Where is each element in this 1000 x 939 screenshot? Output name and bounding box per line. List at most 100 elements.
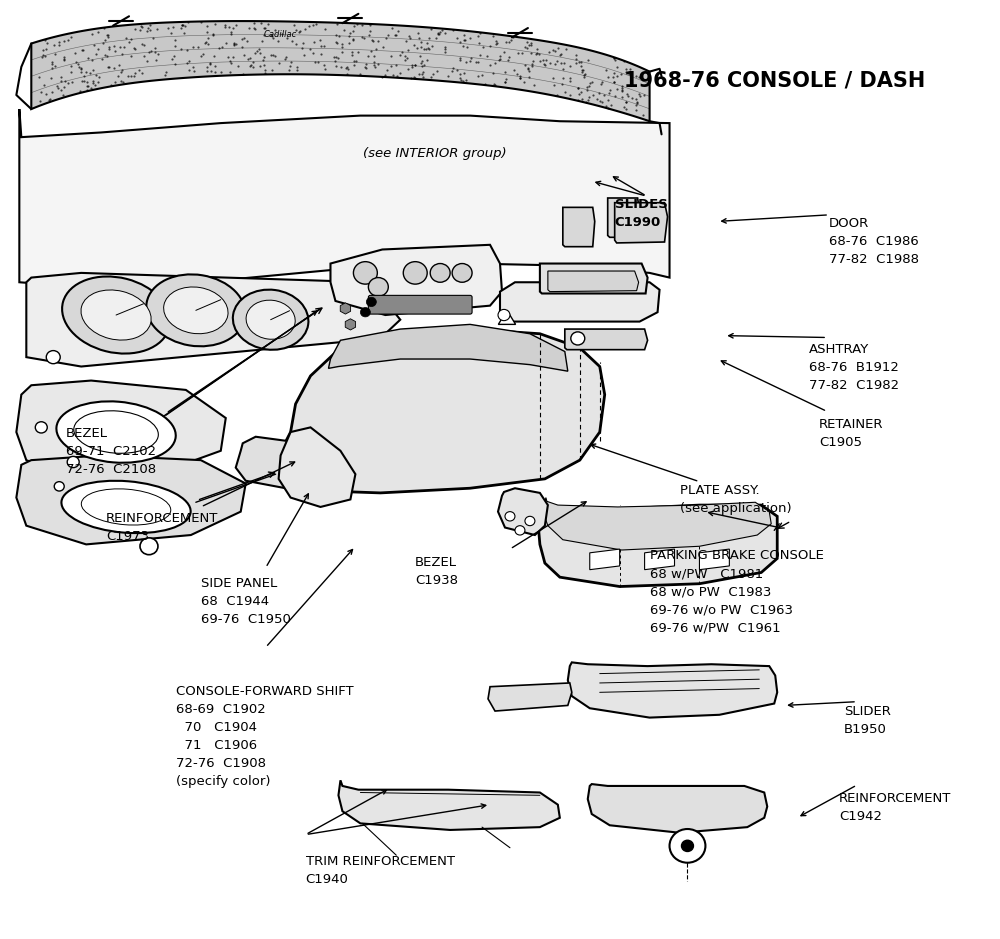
Point <box>468 54 484 69</box>
Point <box>399 51 415 66</box>
Point <box>47 59 63 74</box>
Point <box>581 79 597 94</box>
Text: ASHTRAY
68-76  B1912
77-82  C1982: ASHTRAY 68-76 B1912 77-82 C1982 <box>809 343 899 393</box>
Point <box>106 60 122 75</box>
Point <box>458 54 474 69</box>
Circle shape <box>498 310 510 320</box>
Point <box>380 28 396 43</box>
Point <box>370 34 386 49</box>
Polygon shape <box>279 427 355 507</box>
Point <box>329 36 345 51</box>
Point <box>404 57 420 72</box>
Point <box>510 45 526 60</box>
Point <box>158 65 174 80</box>
Point <box>516 74 532 89</box>
Point <box>142 18 158 33</box>
Point <box>37 33 53 48</box>
Point <box>44 56 60 71</box>
Polygon shape <box>590 549 620 570</box>
Point <box>547 57 563 72</box>
Point <box>44 54 60 69</box>
Point <box>281 62 297 77</box>
Point <box>123 69 139 84</box>
Point <box>345 31 361 46</box>
Point <box>434 23 450 38</box>
Point <box>199 24 215 39</box>
Point <box>267 49 283 64</box>
Point <box>523 36 539 51</box>
Point <box>31 69 47 85</box>
Point <box>580 92 596 107</box>
Point <box>133 18 149 33</box>
Point <box>83 81 99 96</box>
Point <box>555 70 571 85</box>
Point <box>97 47 113 62</box>
Point <box>574 64 590 79</box>
Point <box>531 47 547 62</box>
Point <box>342 25 358 40</box>
Point <box>179 42 195 57</box>
Point <box>573 54 589 69</box>
Point <box>72 84 88 99</box>
Point <box>88 67 104 82</box>
Point <box>179 55 195 70</box>
Circle shape <box>67 456 79 468</box>
Point <box>486 77 502 92</box>
Point <box>432 24 448 39</box>
Circle shape <box>681 840 693 852</box>
Point <box>174 18 190 33</box>
Point <box>575 62 591 77</box>
Ellipse shape <box>62 276 170 354</box>
Point <box>74 42 90 57</box>
Point <box>35 42 51 57</box>
Point <box>252 46 268 61</box>
Point <box>631 87 647 102</box>
Circle shape <box>46 350 60 363</box>
Point <box>225 49 241 64</box>
Point <box>279 30 295 45</box>
Point <box>256 58 272 73</box>
Point <box>411 30 427 45</box>
Point <box>167 38 183 54</box>
Point <box>574 63 590 78</box>
Point <box>274 27 290 42</box>
Point <box>385 68 401 83</box>
Point <box>459 39 475 54</box>
Point <box>573 59 589 74</box>
Point <box>545 70 561 85</box>
Point <box>76 73 92 88</box>
Point <box>340 61 356 76</box>
Point <box>437 41 453 56</box>
Point <box>334 44 350 59</box>
Point <box>562 58 578 73</box>
Point <box>512 70 528 85</box>
Point <box>521 69 537 85</box>
Point <box>35 47 51 62</box>
Point <box>410 25 426 40</box>
Point <box>430 25 446 40</box>
Polygon shape <box>498 488 548 535</box>
Point <box>498 71 514 86</box>
Point <box>147 40 163 55</box>
Point <box>177 19 193 34</box>
Point <box>127 41 143 56</box>
Point <box>173 21 189 36</box>
Text: PARKING BRAKE CONSOLE
68 w/PW   C1981
68 w/o PW  C1983
69-76 w/o PW  C1963
69-76: PARKING BRAKE CONSOLE 68 w/PW C1981 68 w… <box>650 549 823 634</box>
Point <box>629 96 645 111</box>
Point <box>562 73 578 88</box>
Point <box>292 23 308 38</box>
Point <box>491 53 507 68</box>
Point <box>345 33 361 48</box>
Point <box>260 16 276 31</box>
Point <box>256 27 272 42</box>
Point <box>523 46 539 61</box>
Ellipse shape <box>233 289 308 350</box>
Point <box>609 69 625 84</box>
Point <box>413 35 429 50</box>
Point <box>50 81 66 96</box>
Point <box>440 69 456 84</box>
Point <box>618 95 634 110</box>
Polygon shape <box>236 437 303 488</box>
Point <box>263 48 279 63</box>
Point <box>136 38 152 53</box>
